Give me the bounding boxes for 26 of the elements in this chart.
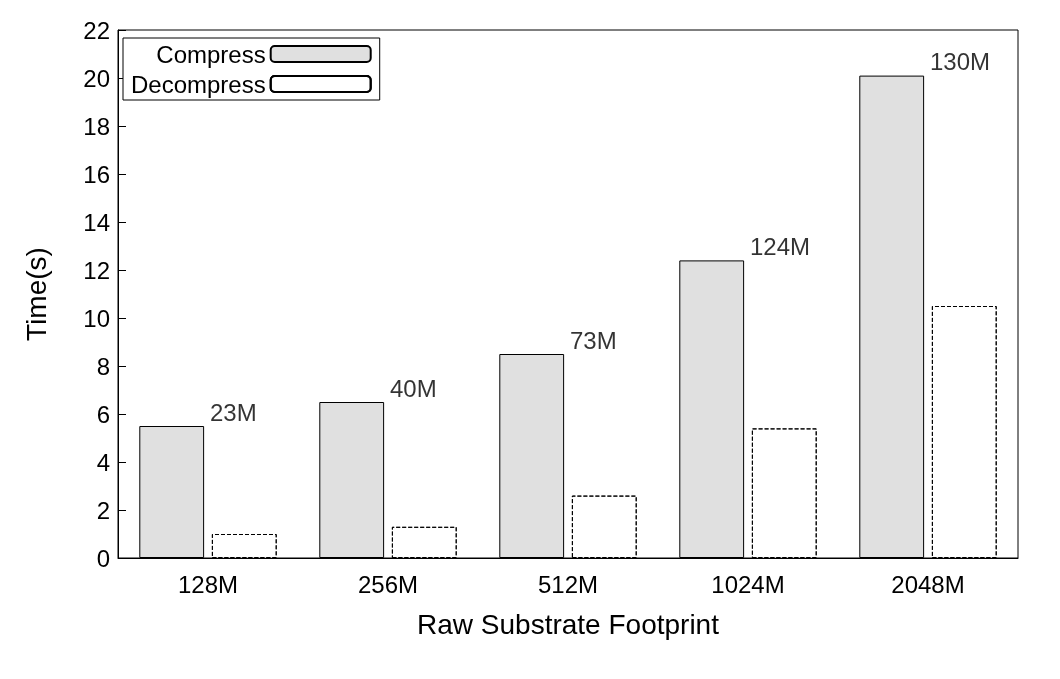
y-tick-label: 18	[83, 112, 110, 140]
annotation: 124M	[750, 232, 811, 260]
y-tick-label: 16	[83, 160, 110, 188]
x-tick-label: 2048M	[891, 570, 965, 598]
y-tick-label: 0	[96, 544, 110, 572]
y-tick-label: 22	[83, 16, 110, 44]
y-tick-label: 14	[83, 208, 110, 236]
annotation: 73M	[570, 326, 617, 354]
legend-label: Compress	[156, 40, 266, 68]
y-tick-label: 4	[96, 448, 110, 476]
y-tick-label: 2	[96, 496, 110, 524]
annotation: 130M	[930, 48, 991, 76]
x-tick-label: 128M	[177, 570, 239, 598]
y-tick-label: 12	[83, 256, 110, 284]
annotation: 40M	[390, 374, 437, 402]
annotation: 23M	[210, 398, 257, 426]
y-tick-label: 6	[96, 400, 110, 428]
x-tick-label: 1024M	[711, 570, 785, 598]
x-axis-title: Raw Substrate Footprint	[417, 608, 720, 640]
y-tick-label: 20	[83, 64, 110, 92]
y-tick-label: 8	[96, 352, 110, 380]
x-tick-label: 256M	[357, 570, 419, 598]
x-tick-label: 512M	[537, 570, 599, 598]
legend-label: Decompress	[130, 70, 266, 98]
y-axis-title: Time(s)	[20, 247, 52, 341]
y-tick-label: 10	[83, 304, 110, 332]
